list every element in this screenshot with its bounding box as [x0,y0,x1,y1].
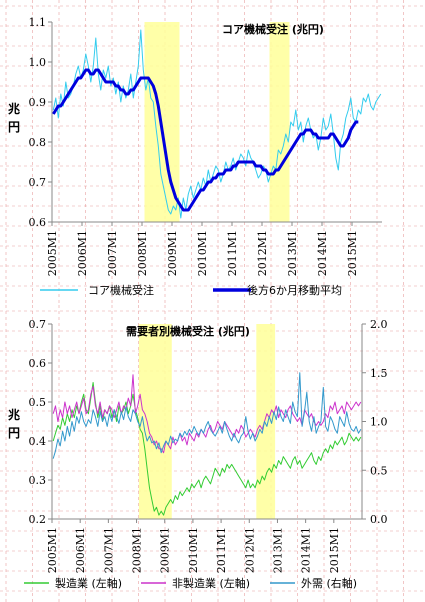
chart2-ylabel-char-1: 兆 [8,407,20,422]
x-tick-label: 2012M1 [243,527,256,573]
chart1-ylabel-char-2: 円 [8,120,20,134]
chart1-axes: 0.6 0.7 0.8 0.9 1.0 1.1 2005M1 2006M1 2007M1 2008… [29,16,382,276]
core-machinery-orders-chart: 0.6 0.7 0.8 0.9 1.0 1.1 2005M1 2006M1 2007M1 2008… [0,0,425,305]
x-tick-label: 2014M1 [316,230,329,276]
legend-label: 外需 (右軸) [301,576,357,590]
x-tick-label: 2005M1 [46,527,59,573]
x-tick-label: 2005M1 [46,230,59,276]
chart2-y-label: 兆 円 [8,407,20,440]
chart1-y-label: 兆 円 [8,101,20,134]
chart2-recession-bands [138,324,276,519]
y-tick-label: 1.0 [29,56,47,69]
x-tick-label: 2015M1 [328,527,341,573]
x-tick-label: 2011M1 [226,230,239,276]
y2-tick-label: 1.5 [370,367,388,380]
chart1-grid [0,0,425,305]
series-line [52,382,362,516]
y2-tick-label: 1.0 [370,416,388,429]
y-tick-label: 0.3 [29,474,47,487]
x-tick-label: 2007M1 [102,527,115,573]
series-line [52,29,382,219]
y2-tick-label: 0.0 [370,513,388,526]
recession-band [138,324,172,519]
y2-tick-label: 2.0 [370,318,388,331]
chart2-series [52,372,362,516]
chart2-grid [0,305,425,602]
x-tick-label: 2008M1 [136,230,149,276]
x-tick-label: 2015M1 [346,230,359,276]
y-tick-label: 0.7 [29,318,47,331]
x-tick-label: 2009M1 [159,527,172,573]
x-tick-label: 2010M1 [187,527,200,573]
chart1-ylabel-char-1: 兆 [8,101,20,116]
series-line [52,372,362,459]
x-tick-label: 2014M1 [300,527,313,573]
x-tick-label: 2011M1 [215,527,228,573]
x-tick-label: 2012M1 [256,230,269,276]
chart2-legend: 製造業 (左軸) 非製造業 (左軸) 外需 (右軸) [24,576,357,590]
legend-label: コア機械受注 [88,283,154,297]
x-tick-label: 2013M1 [286,230,299,276]
chart1-legend: コア機械受注 後方6か月移動平均 [40,283,342,297]
chart2-axes: 0.2 0.3 0.4 0.5 0.6 0.7 0.0 0.5 1.0 1.5 2.0 2005M1 2… [29,318,388,573]
x-tick-label: 2009M1 [166,230,179,276]
chart1-series [52,29,382,219]
y-tick-label: 0.6 [29,216,47,229]
series-line [52,68,359,212]
legend-label: 後方6か月移動平均 [247,283,342,297]
x-tick-label: 2006M1 [76,230,89,276]
chart1-recession-bands [144,22,290,222]
legend-label: 非製造業 (左軸) [172,576,250,590]
x-tick-label: 2010M1 [196,230,209,276]
chart2-ylabel-char-2: 円 [8,426,20,440]
y-tick-label: 1.1 [29,16,47,29]
y-tick-label: 0.4 [29,435,47,448]
x-tick-label: 2007M1 [106,230,119,276]
x-tick-label: 2008M1 [131,527,144,573]
y-tick-label: 0.5 [29,396,47,409]
y-tick-label: 0.9 [29,96,47,109]
y-tick-label: 0.7 [29,176,47,189]
legend-label: 製造業 (左軸) [55,576,122,590]
chart2-title: 需要者別機械受注 (兆円) [126,324,250,338]
chart1-title: コア機械受注 (兆円) [222,22,324,36]
y-tick-label: 0.6 [29,357,47,370]
recession-band [269,22,290,222]
x-tick-label: 2013M1 [271,527,284,573]
y-tick-label: 0.8 [29,136,47,149]
series-line [52,374,362,454]
demand-sector-orders-chart: 0.2 0.3 0.4 0.5 0.6 0.7 0.0 0.5 1.0 1.5 2.0 2005M1 2… [0,305,425,602]
x-tick-label: 2006M1 [74,527,87,573]
y2-tick-label: 0.5 [370,464,388,477]
y-tick-label: 0.2 [29,513,47,526]
